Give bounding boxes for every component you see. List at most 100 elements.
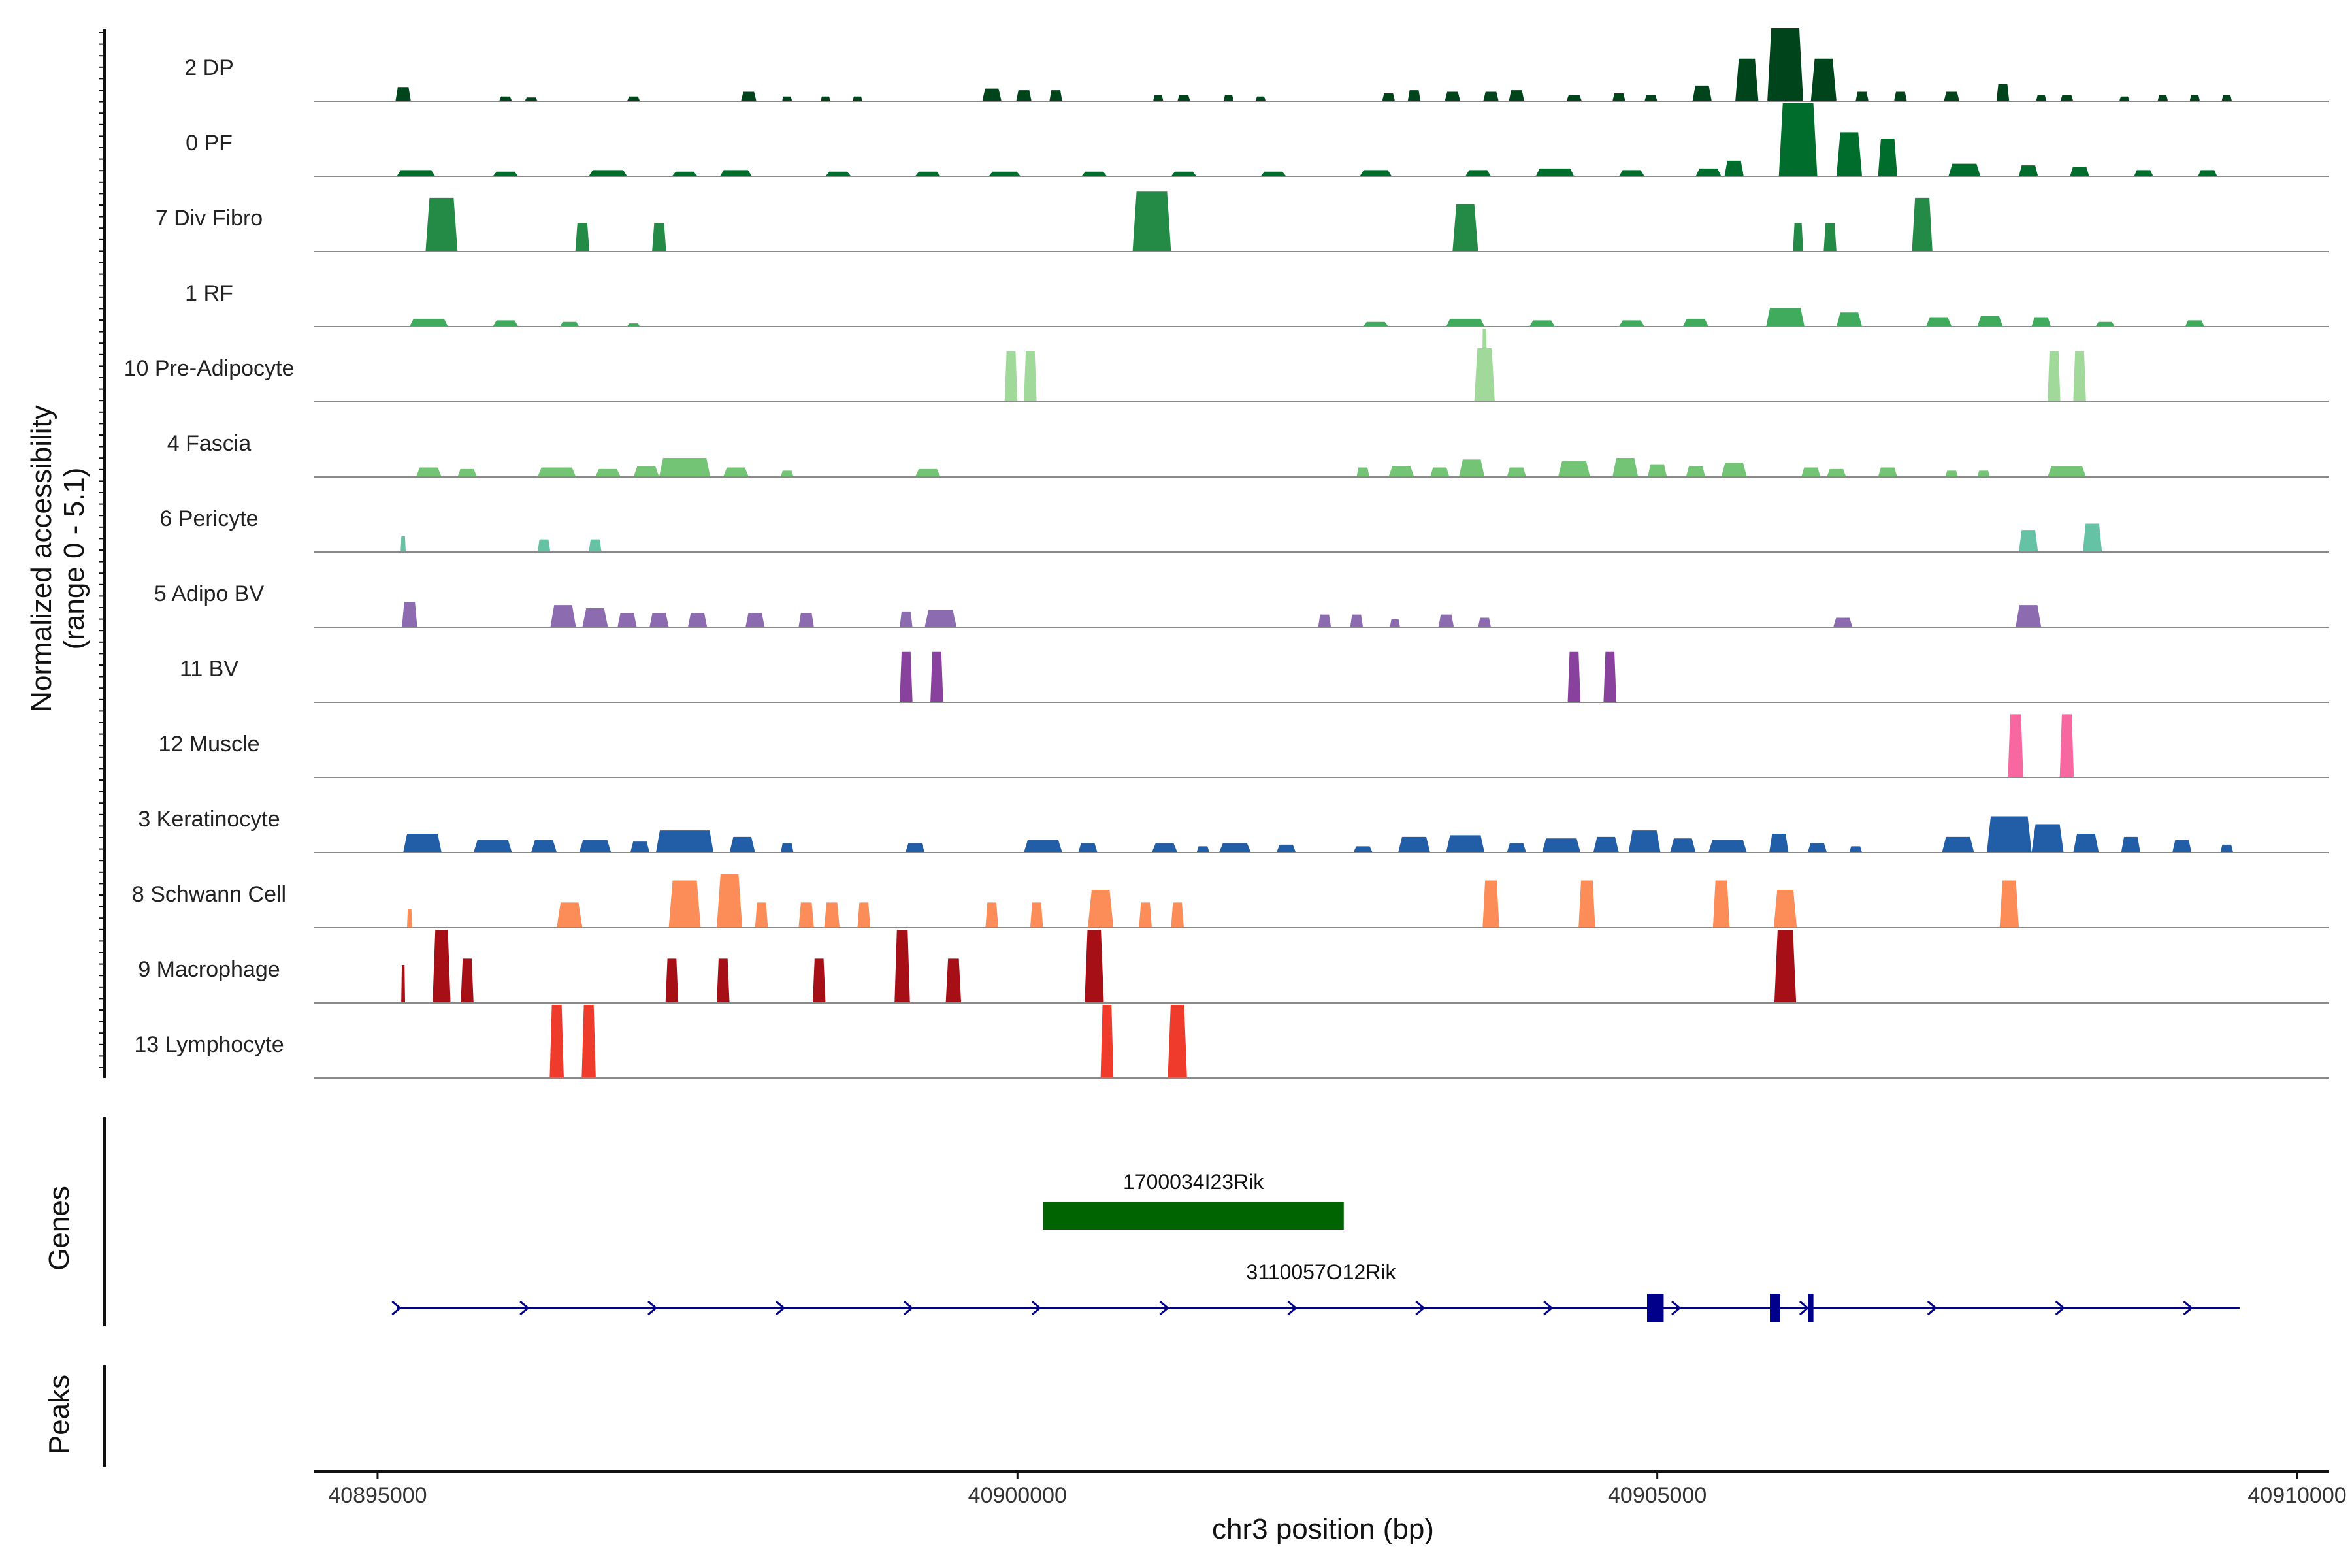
accessibility-peak bbox=[457, 468, 477, 477]
accessibility-peak bbox=[2008, 714, 2023, 777]
accessibility-peak bbox=[1670, 838, 1696, 853]
accessibility-peak bbox=[2048, 351, 2061, 402]
accessibility-peak bbox=[1767, 28, 1803, 101]
accessibility-peak bbox=[781, 96, 792, 101]
strand-arrow bbox=[1671, 1300, 1682, 1316]
accessibility-peak bbox=[1429, 467, 1450, 477]
accessibility-peak bbox=[2019, 165, 2038, 176]
accessibility-peak bbox=[1255, 96, 1266, 101]
accessibility-peak bbox=[1363, 321, 1389, 327]
accessibility-peak bbox=[1801, 467, 1821, 477]
accessibility-peak bbox=[1260, 171, 1286, 176]
accessibility-peak bbox=[1912, 197, 1933, 252]
accessibility-peak bbox=[2082, 523, 2102, 552]
accessibility-peak bbox=[1855, 91, 1869, 101]
accessibility-peak bbox=[1778, 103, 1818, 176]
accessibility-peak bbox=[798, 902, 814, 928]
accessibility-peak bbox=[1644, 95, 1658, 101]
accessibility-peak bbox=[1446, 318, 1485, 327]
accessibility-peak bbox=[1407, 90, 1421, 101]
accessibility-peak bbox=[717, 874, 743, 928]
accessibility-peak bbox=[1558, 461, 1590, 477]
strand-arrow bbox=[903, 1300, 914, 1316]
accessibility-peak bbox=[930, 651, 943, 702]
accessibility-peak bbox=[406, 909, 412, 928]
track-1-rf: 1 RF bbox=[185, 281, 2329, 327]
accessibility-peak bbox=[1446, 835, 1485, 853]
accessibility-peak bbox=[755, 902, 768, 928]
accessibility-peak bbox=[1535, 168, 1575, 176]
accessibility-peak bbox=[1078, 843, 1098, 853]
accessibility-peak bbox=[719, 170, 752, 176]
track-3-keratinocyte: 3 Keratinocyte bbox=[138, 807, 2329, 853]
accessibility-peak bbox=[2073, 834, 2099, 853]
accessibility-peak bbox=[461, 958, 474, 1003]
accessibility-peak bbox=[1766, 308, 1805, 327]
track-label: 12 Muscle bbox=[159, 732, 260, 757]
track-label: 2 DP bbox=[184, 56, 234, 80]
track-13-lymphocyte: 13 Lymphocyte bbox=[134, 1005, 2329, 1079]
accessibility-peak bbox=[409, 318, 448, 327]
accessibility-peak bbox=[1438, 614, 1454, 627]
accessibility-peak bbox=[397, 170, 436, 176]
accessibility-peak bbox=[1566, 95, 1582, 101]
accessibility-peak bbox=[2157, 95, 2168, 101]
accessibility-peak bbox=[1478, 617, 1492, 627]
accessibility-peak bbox=[401, 965, 406, 1003]
accessibility-peak bbox=[780, 843, 794, 853]
accessibility-peak bbox=[1542, 838, 1581, 853]
accessibility-peak bbox=[1360, 170, 1392, 176]
accessibility-peak bbox=[820, 96, 831, 101]
accessibility-peak bbox=[550, 605, 576, 627]
accessibility-peak bbox=[2121, 836, 2141, 853]
accessibility-peak bbox=[1724, 160, 1744, 176]
accessibility-peak bbox=[400, 536, 406, 552]
accessibility-peak bbox=[579, 840, 612, 853]
accessibility-peak bbox=[1482, 329, 1488, 402]
strand-arrow bbox=[1031, 1300, 1042, 1316]
accessibility-peak bbox=[617, 613, 637, 627]
accessibility-peak bbox=[2031, 317, 2051, 327]
accessibility-peak bbox=[1926, 317, 1952, 327]
accessibility-peak bbox=[1948, 163, 1981, 176]
accessibility-peak bbox=[595, 468, 621, 477]
accessibility-peak bbox=[1836, 312, 1863, 327]
accessibility-peak bbox=[1942, 836, 1974, 853]
accessibility-peak bbox=[1944, 91, 1959, 101]
accessibility-peak bbox=[1171, 902, 1184, 928]
track-12-muscle: 12 Muscle bbox=[159, 714, 2329, 778]
accessibility-peak bbox=[1465, 170, 1492, 176]
accessibility-peak bbox=[1773, 890, 1797, 928]
accessibility-peak bbox=[1612, 93, 1625, 101]
accessibility-peak bbox=[1318, 614, 1331, 627]
track-8-schwann-cell: 8 Schwann Cell bbox=[132, 874, 2329, 928]
accessibility-peak bbox=[1085, 930, 1104, 1003]
accessibility-peak bbox=[581, 1005, 596, 1078]
accessibility-peak bbox=[403, 834, 442, 853]
strand-arrow bbox=[1287, 1300, 1298, 1316]
accessibility-peak bbox=[729, 836, 755, 853]
strand-arrow bbox=[1543, 1300, 1554, 1316]
accessibility-peak bbox=[1692, 85, 1712, 101]
accessibility-peak bbox=[1151, 843, 1178, 853]
accessibility-peak bbox=[2073, 351, 2086, 402]
accessibility-peak bbox=[1388, 466, 1414, 477]
accessibility-peak bbox=[1459, 459, 1485, 477]
accessibility-peak bbox=[473, 840, 512, 853]
track-10-pre-adipocyte: 10 Pre-Adipocyte bbox=[124, 329, 2329, 402]
track-0-pf: 0 PF bbox=[186, 103, 2329, 177]
track-label: 13 Lymphocyte bbox=[134, 1032, 284, 1057]
accessibility-peak bbox=[1276, 844, 1296, 853]
genes-panel-label: Genes bbox=[43, 1186, 75, 1271]
accessibility-peak bbox=[1628, 830, 1661, 853]
track-5-adipo-bv: 5 Adipo BV bbox=[154, 581, 2329, 628]
accessibility-peak bbox=[857, 902, 871, 928]
accessibility-peak bbox=[2189, 95, 2200, 101]
accessibility-peak bbox=[1356, 467, 1369, 477]
gene-label-1700034i23rik: 1700034I23Rik bbox=[1123, 1170, 1264, 1194]
accessibility-peak bbox=[2060, 95, 2074, 101]
accessibility-peak bbox=[2172, 840, 2192, 853]
x-tick-label: 40905000 bbox=[1608, 1483, 1707, 1508]
strand-arrow bbox=[2055, 1300, 2066, 1316]
strand-arrow bbox=[1927, 1300, 1938, 1316]
